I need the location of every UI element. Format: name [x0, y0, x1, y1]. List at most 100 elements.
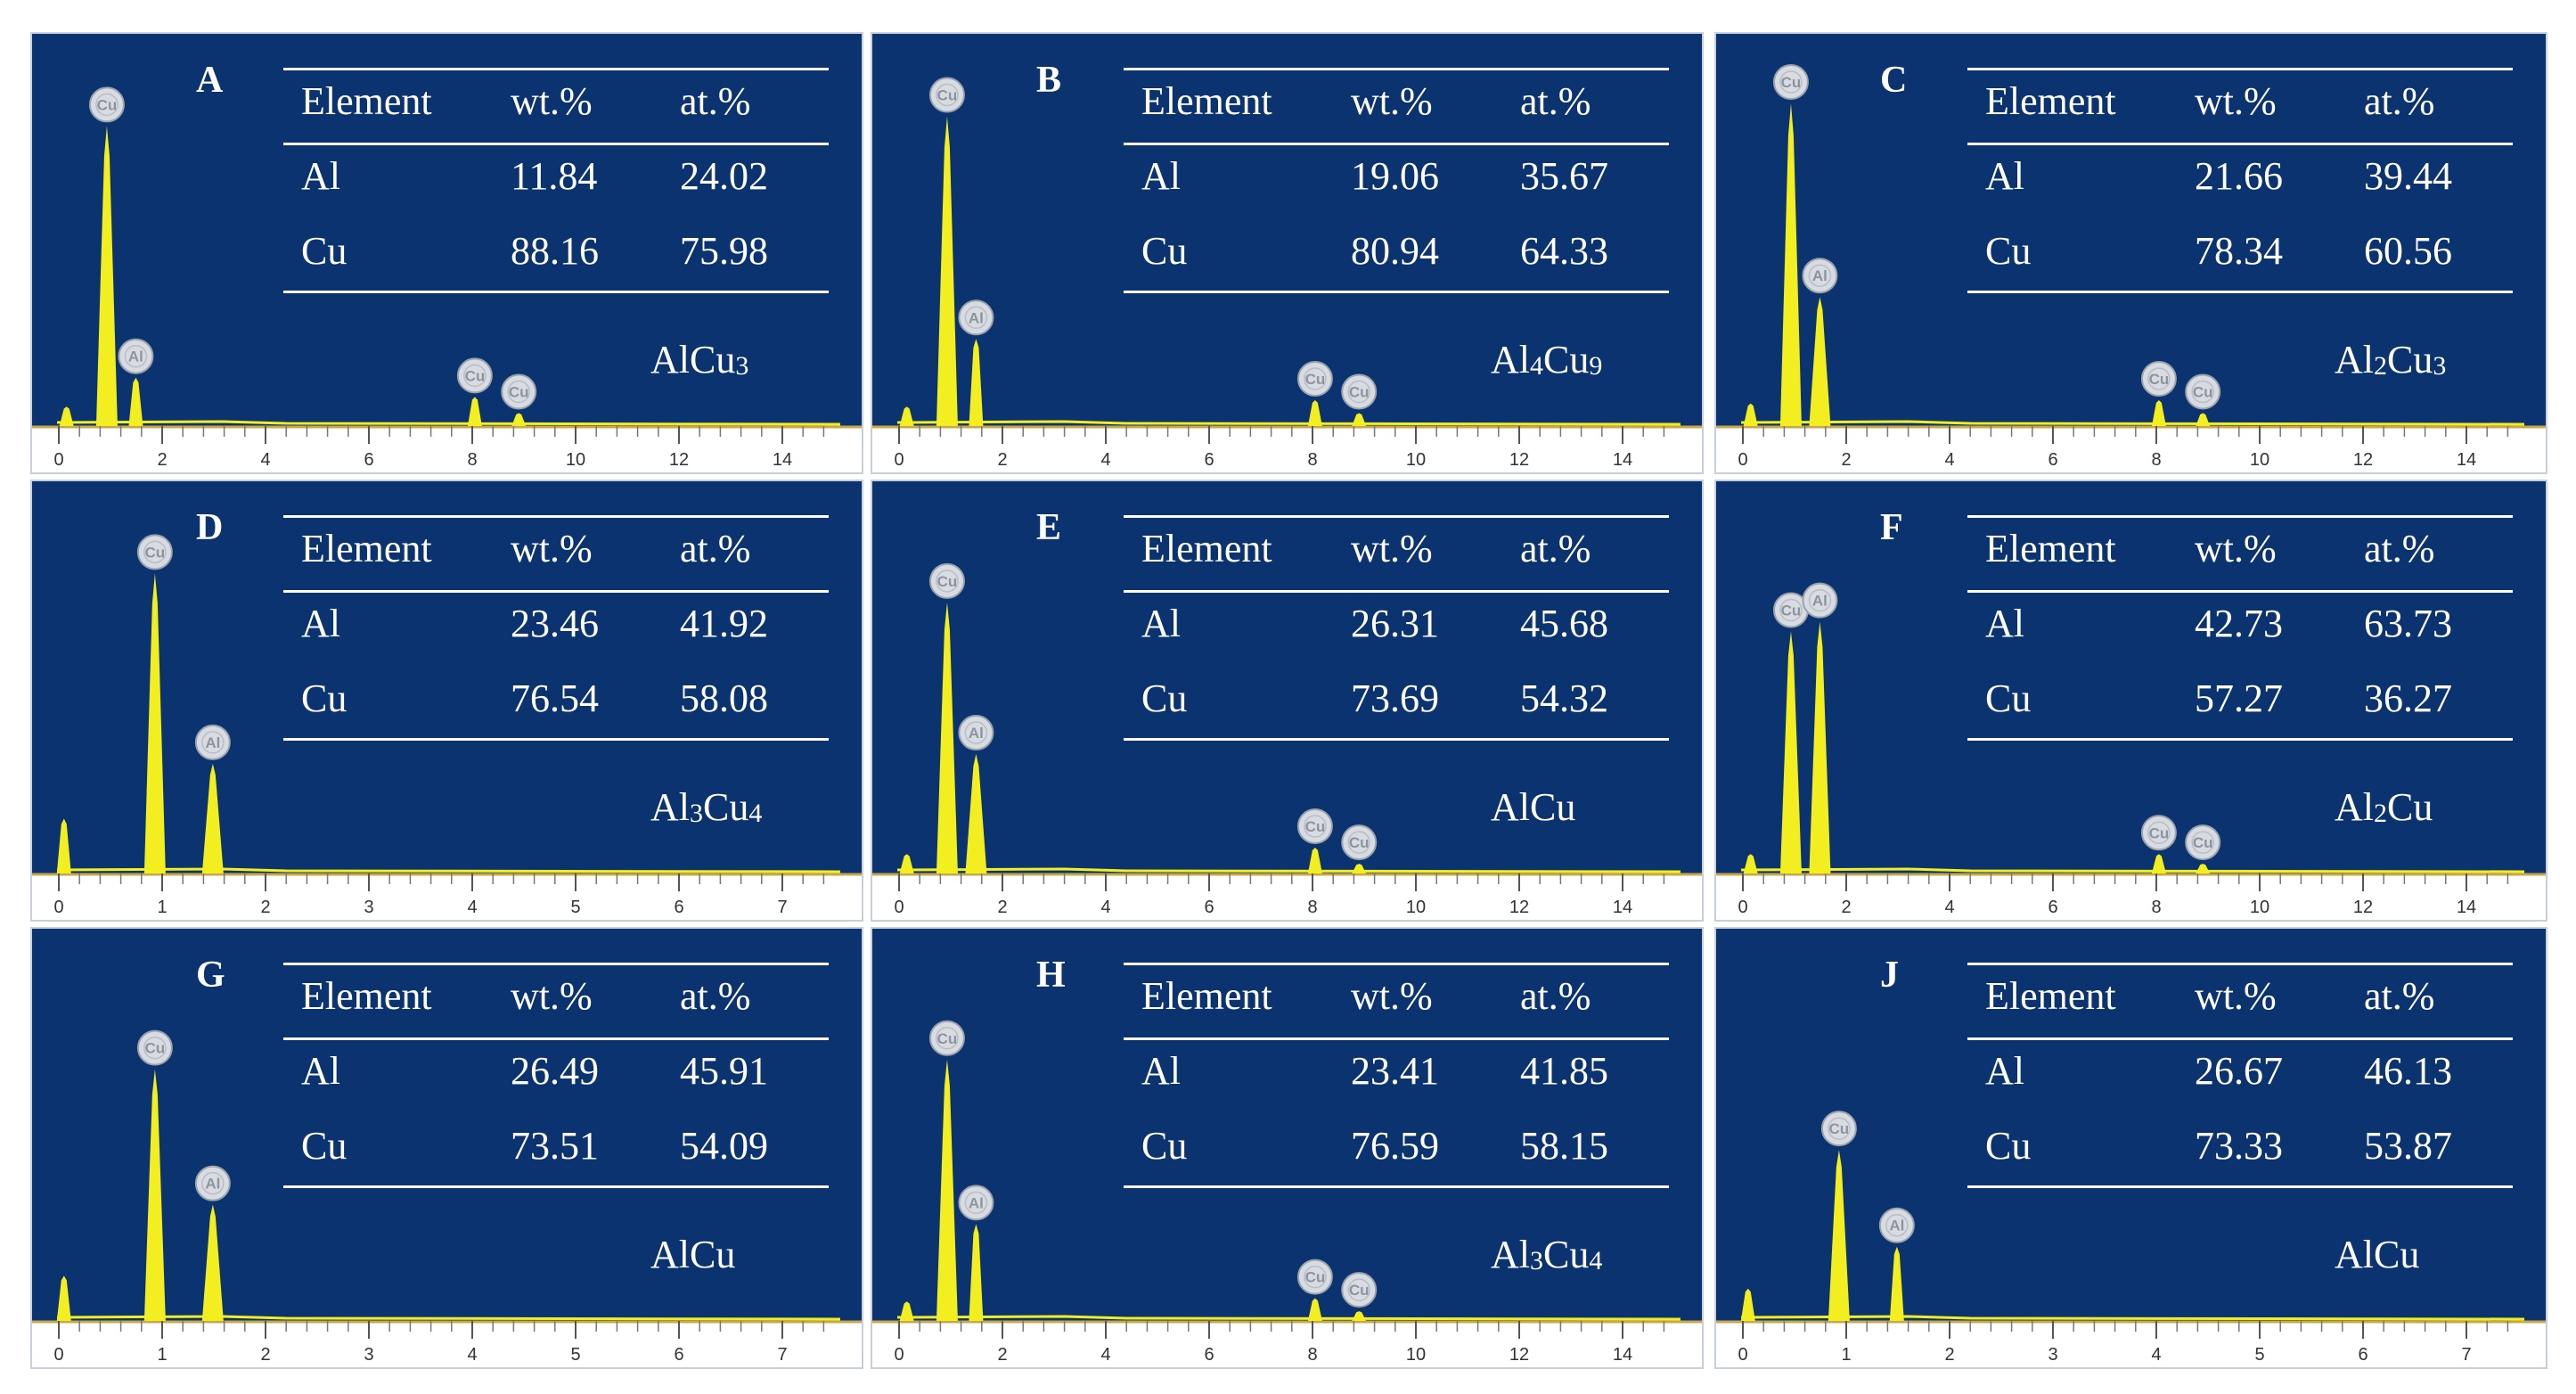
spectrum-peak	[95, 126, 118, 426]
x-axis-strip	[1716, 873, 2546, 920]
spectrum-baseline	[896, 1315, 1681, 1321]
table-cell: 78.34	[2195, 229, 2283, 273]
table-cell: 39.44	[2364, 154, 2452, 198]
table-cell: Cu	[301, 1124, 348, 1168]
peak-marker: Al	[1802, 582, 1838, 619]
table-cell: 23.46	[511, 602, 599, 645]
peak-marker: Al	[1878, 1207, 1915, 1243]
spectrum-plot: 0 2 4 6 8 10 12 14 Cu Al Cu Cu	[1716, 582, 2546, 920]
table-rule	[1967, 1037, 2513, 1040]
panel-label: F	[1880, 507, 1903, 548]
table-header-cell: at.%	[1520, 79, 1591, 123]
eds-panel-a: 0 2 4 6 8 10 12 14 Cu Al Cu Cu A Element wt.% at.% Al 11.…	[30, 32, 863, 474]
svg-text:Cu: Cu	[97, 96, 118, 113]
peak-marker: Al	[194, 724, 231, 760]
peak-marker: Cu	[1296, 808, 1333, 845]
peak-marker: Cu	[1772, 592, 1809, 628]
panel-label: B	[1036, 60, 1062, 101]
table-cell: 63.73	[2364, 602, 2452, 645]
spectrum-peak	[899, 406, 914, 426]
spectrum-peak	[899, 854, 914, 873]
tick-label: 12	[1509, 1345, 1529, 1365]
spectrum-peak	[2196, 864, 2211, 873]
composition-table: Element wt.% at.% Al 11.84 24.02 Cu 88.16 75.98	[283, 68, 829, 308]
tick-label: 10	[1406, 450, 1426, 470]
table-rule	[1124, 1185, 1669, 1188]
table-header-cell: wt.%	[511, 79, 593, 123]
tick-label: 5	[570, 898, 580, 917]
phase-label: Al3Cu4	[650, 785, 763, 829]
tick-label: 6	[364, 450, 373, 470]
phase-label: AlCu	[2335, 1233, 2420, 1276]
tick-label: 0	[53, 898, 63, 917]
spectrum-peak	[1828, 1150, 1850, 1321]
table-cell: 58.15	[1520, 1124, 1608, 1168]
svg-text:Cu: Cu	[937, 86, 958, 103]
table-cell: 75.98	[680, 229, 768, 273]
table-cell: 73.33	[2195, 1124, 2283, 1168]
tick-label: 1	[1841, 1345, 1851, 1365]
svg-text:Cu: Cu	[145, 544, 166, 561]
table-header-cell: Element	[301, 527, 432, 570]
spectrum-plot: 0 2 4 6 8 10 12 14 Cu Al Cu Cu	[32, 86, 862, 472]
peak-marker: Al	[1802, 258, 1838, 294]
tick-label: 0	[1738, 1345, 1747, 1365]
table-cell: 41.85	[1520, 1049, 1608, 1093]
spectrum-baseline	[1740, 867, 2525, 873]
peak-marker: Cu	[136, 1029, 173, 1066]
tick-label: 6	[674, 1345, 683, 1365]
tick-label: 0	[894, 1345, 904, 1365]
panel-label: A	[196, 60, 224, 101]
spectrum-peak	[936, 602, 958, 873]
x-axis-strip	[1716, 1321, 2546, 1367]
tick-label: 10	[1406, 1345, 1426, 1365]
tick-label: 12	[2353, 450, 2373, 470]
spectrum-peak	[969, 1224, 984, 1321]
tick-label: 2	[1841, 898, 1851, 917]
tick-label: 1	[157, 898, 167, 917]
svg-text:Cu: Cu	[465, 367, 486, 384]
phase-label: Al4Cu9	[1491, 338, 1603, 381]
svg-text:Cu: Cu	[1305, 818, 1326, 835]
svg-text:Cu: Cu	[1349, 384, 1370, 401]
peak-marker: Cu	[928, 562, 965, 599]
table-rule	[283, 1037, 829, 1040]
tick-label: 8	[467, 450, 477, 470]
tick-label: 0	[53, 1345, 63, 1365]
spectrum-peak	[1779, 631, 1802, 873]
tick-label: 14	[1613, 1345, 1632, 1365]
table-rule	[1124, 143, 1669, 145]
spectrum-peak	[899, 1301, 914, 1321]
table-cell: Cu	[1141, 676, 1188, 720]
svg-text:Cu: Cu	[145, 1040, 166, 1057]
table-header-cell: Element	[1985, 974, 2116, 1018]
peak-marker: Al	[958, 1185, 994, 1221]
tick-label: 8	[1307, 898, 1317, 917]
table-cell: Al	[1141, 602, 1181, 645]
eds-panel-f: 0 2 4 6 8 10 12 14 Cu Al Cu Cu F Element wt.% at.% Al 42.…	[1714, 480, 2547, 922]
table-rule	[283, 143, 829, 145]
svg-text:Cu: Cu	[509, 384, 529, 401]
tick-label: 12	[1509, 898, 1529, 917]
tick-label: 7	[777, 898, 787, 917]
svg-text:Cu: Cu	[1349, 1282, 1370, 1299]
panel-label: J	[1880, 955, 1899, 996]
spectrum-peak	[2196, 413, 2211, 426]
spectrum-peak	[56, 1275, 71, 1321]
spectrum-baseline	[56, 420, 841, 426]
table-cell: 76.54	[511, 676, 599, 720]
svg-text:Al: Al	[205, 734, 220, 751]
spectrum-peak	[965, 754, 987, 873]
tick-label: 0	[53, 450, 63, 470]
tick-label: 4	[467, 898, 477, 917]
table-header-cell: at.%	[2364, 974, 2435, 1018]
tick-label: 2	[1944, 1345, 1954, 1365]
table-cell: Al	[301, 602, 340, 645]
tick-label: 14	[1613, 450, 1632, 470]
spectrum-peak	[1307, 848, 1322, 873]
peak-marker: Cu	[2185, 373, 2221, 410]
table-cell: Cu	[301, 229, 348, 273]
table-cell: Al	[1985, 154, 2024, 198]
table-rule	[1967, 1185, 2513, 1188]
table-rule	[283, 291, 829, 293]
